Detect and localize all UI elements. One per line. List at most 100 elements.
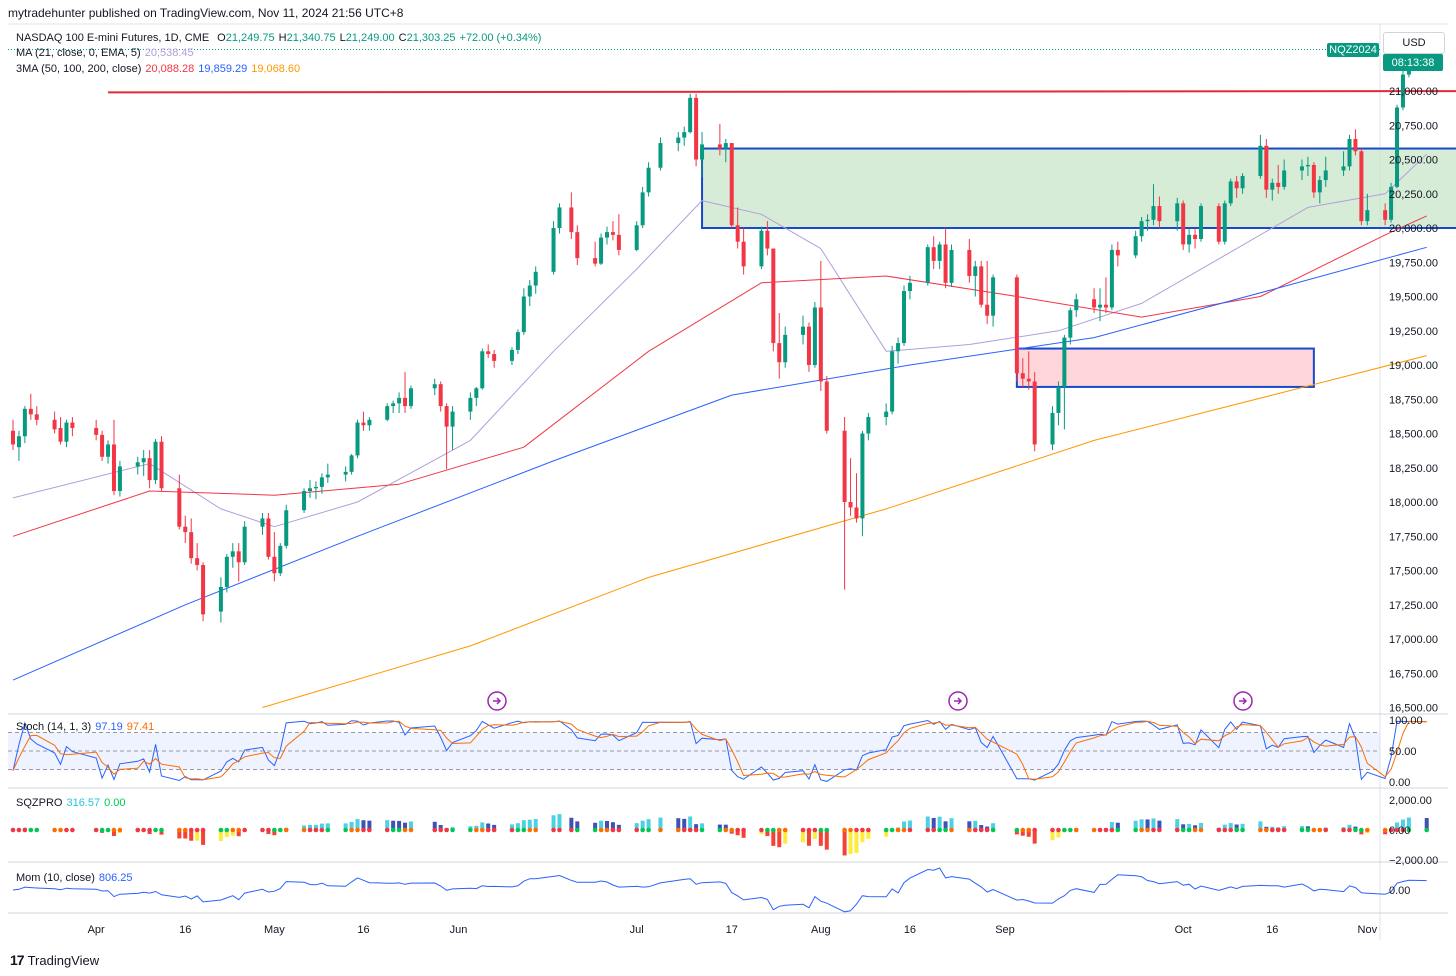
candle — [842, 417, 847, 590]
candle — [474, 386, 479, 407]
candle-body — [741, 241, 746, 267]
time-tick-label: Aug — [811, 924, 831, 936]
candle-body — [325, 474, 330, 478]
sqz-legend: SQZPRO 316.57 0.00 — [16, 797, 130, 809]
price-tick-label: 18,000.00 — [1389, 497, 1438, 509]
sqz-dot — [450, 827, 455, 833]
sqz-dot — [640, 827, 645, 833]
sqz-dot — [1062, 827, 1067, 833]
sqz-dot — [1091, 827, 1097, 833]
candle-body — [230, 551, 235, 557]
sqz-bar — [201, 830, 206, 845]
sqz-dot — [1406, 827, 1412, 833]
sqz-bar — [634, 823, 639, 830]
sqz-dot — [355, 827, 360, 833]
candle-body — [408, 388, 413, 407]
sqz-bar — [735, 830, 740, 836]
candle — [1341, 151, 1346, 176]
sqz-dot — [699, 827, 705, 833]
h-label: H — [278, 32, 287, 44]
sqz-bar — [682, 818, 687, 830]
candle — [973, 260, 978, 297]
candle — [1098, 288, 1103, 322]
candle-body — [1181, 203, 1186, 245]
candle-body — [266, 518, 271, 557]
sqz-dot — [22, 827, 28, 833]
footer-brand[interactable]: ⁠17 TradingView — [10, 952, 99, 968]
candle-body — [533, 271, 538, 286]
candle — [1056, 381, 1061, 426]
sqz-dot — [319, 827, 325, 833]
candle-body — [777, 343, 782, 363]
candle — [1234, 175, 1239, 198]
sqz-dot — [967, 827, 972, 833]
candle-body — [492, 354, 497, 361]
candle — [694, 93, 699, 167]
stoch-tick-label: 100.00 — [1389, 715, 1423, 727]
candle-body — [242, 526, 247, 563]
candle-body — [658, 143, 663, 168]
candle-body — [189, 532, 194, 559]
sqz-dot — [925, 827, 931, 833]
sqz-bar — [907, 820, 912, 830]
sqz-dot — [515, 827, 521, 833]
candle — [111, 419, 116, 496]
candle — [117, 460, 122, 497]
candle-body — [313, 486, 318, 489]
change-value: +72.00 (+0.34%) — [459, 32, 542, 44]
candle-body — [1145, 219, 1150, 222]
candle — [765, 221, 770, 256]
sqz-dot — [634, 827, 639, 833]
sqz-dot — [1050, 827, 1055, 833]
candle-body — [1240, 175, 1245, 189]
candle — [22, 406, 27, 444]
sqz-dot — [444, 827, 449, 833]
sqz-dot — [569, 827, 574, 833]
sqz-dot — [1341, 827, 1346, 833]
sqz-dot — [159, 827, 164, 833]
time-tick-label: 16 — [357, 924, 369, 936]
sqz-dot — [1228, 827, 1233, 833]
candle — [902, 285, 906, 346]
candle-body — [272, 556, 277, 574]
currency-button[interactable]: USD — [1383, 32, 1445, 54]
candle — [943, 228, 948, 289]
sqz-dot — [1264, 827, 1269, 833]
sqz-dot — [931, 827, 936, 833]
candle — [824, 375, 829, 434]
sqz-bar — [224, 830, 229, 838]
sqz-dot — [147, 827, 152, 833]
sqz-dot — [978, 827, 984, 833]
candle — [646, 162, 651, 197]
candle — [700, 132, 705, 178]
candle-body — [361, 422, 366, 426]
sqz-dot — [854, 827, 859, 833]
candle-body — [1216, 206, 1221, 242]
candle — [106, 440, 111, 464]
moving-averages — [12, 153, 1428, 708]
sqz-dot — [723, 827, 729, 833]
price-tick-label: 17,000.00 — [1389, 634, 1438, 646]
sqz-dot — [575, 827, 580, 833]
price-tick-label: 19,000.00 — [1389, 360, 1438, 372]
time-tick-label: Apr — [88, 924, 105, 936]
sqz-dot — [824, 827, 830, 833]
sqz-bar — [973, 820, 978, 830]
sqz-bar — [771, 830, 776, 846]
sqz-dot — [396, 827, 402, 833]
sqz-bar — [521, 820, 526, 830]
candle — [515, 329, 520, 355]
candle — [676, 132, 681, 152]
sqz-dot — [1133, 827, 1138, 833]
candle-body — [949, 249, 954, 283]
candle — [735, 207, 740, 249]
candle — [34, 406, 39, 426]
sqz-bar — [806, 830, 811, 846]
sqz-bar — [1115, 822, 1120, 830]
candle — [569, 192, 574, 239]
candle — [343, 466, 348, 482]
sqz-dot — [58, 827, 63, 833]
sqz-dot — [937, 827, 942, 833]
candle — [135, 456, 140, 475]
